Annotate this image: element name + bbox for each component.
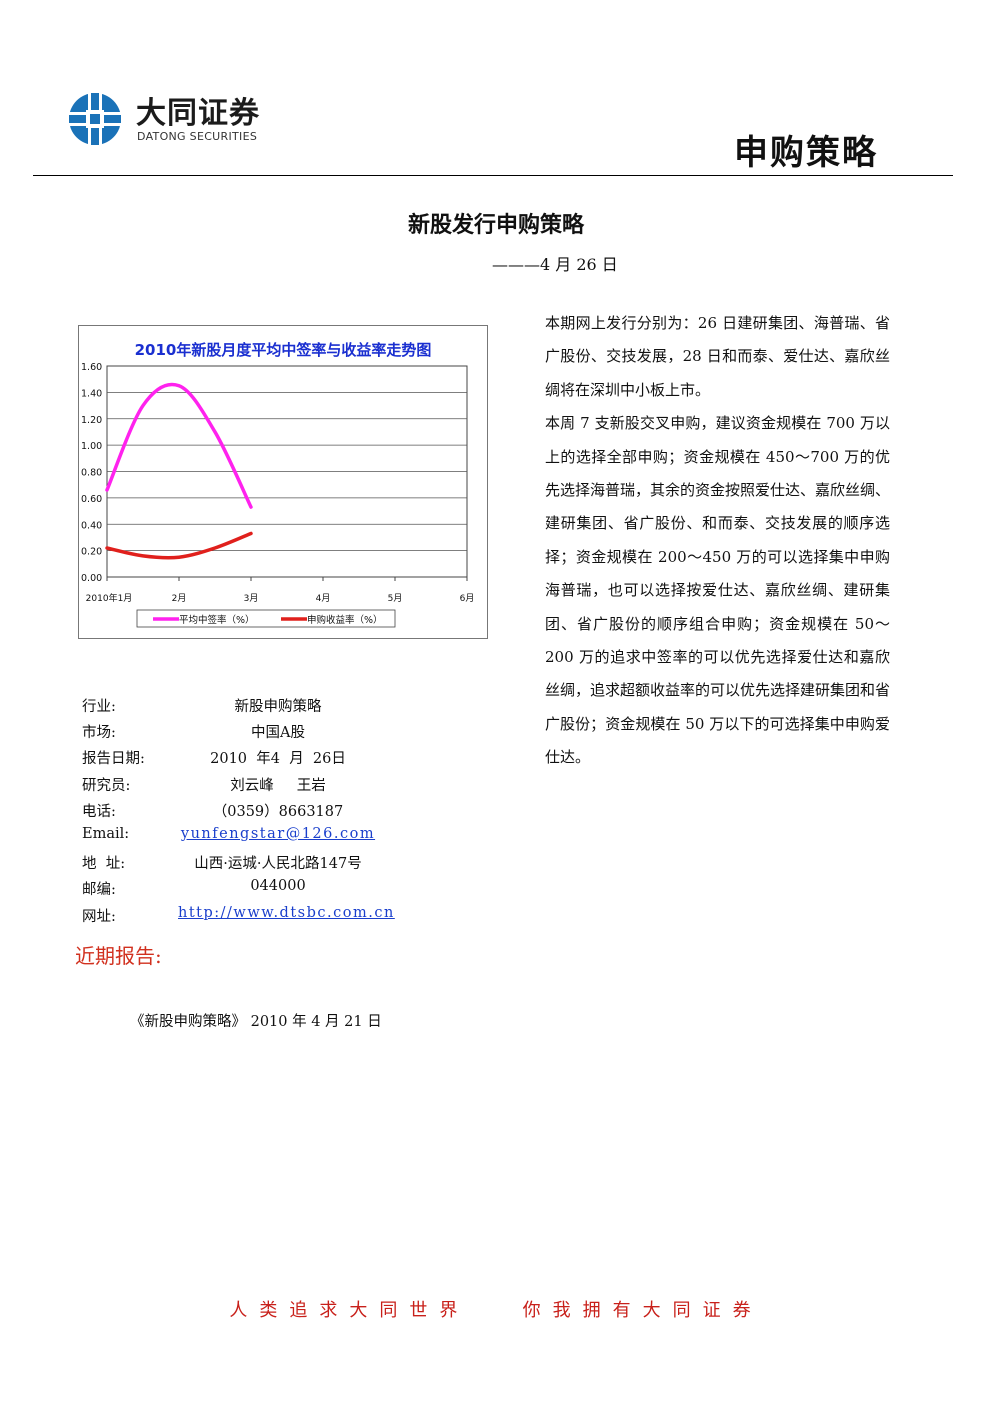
document-title: 新股发行申购策略 bbox=[407, 212, 584, 238]
logo-name-cn: 大同证券 bbox=[136, 96, 260, 131]
legend-label: 申购收益率（%） bbox=[307, 614, 383, 626]
footer-slogan: 人类追求大同世界 你我拥有大同证券 bbox=[229, 1300, 763, 1321]
info-value: 山西·运城·人民北路147号 bbox=[194, 856, 362, 873]
info-row-postcode: 邮编: 044000 bbox=[82, 875, 402, 901]
info-label: 电话: bbox=[82, 803, 116, 820]
summary-text: 本期网上发行分别为：26 日建研集团、海普瑞、省广股份、交技发展，28 日和而泰… bbox=[545, 307, 890, 775]
y-tick-label: 0.40 bbox=[81, 520, 102, 531]
logo-mark-icon bbox=[66, 90, 124, 148]
y-tick-label: 1.00 bbox=[81, 441, 102, 452]
recent-reports-heading: 近期报告: bbox=[75, 944, 162, 968]
y-tick-label: 0.00 bbox=[81, 573, 102, 584]
x-tick-label: 2010年1月 bbox=[86, 592, 133, 604]
summary-paragraph-2: 本周 7 支新股交叉申购，建议资金规模在 700 万以上的选择全部申购；资金规模… bbox=[545, 414, 891, 767]
x-tick-label: 6月 bbox=[460, 593, 475, 604]
info-label: 邮编: bbox=[82, 882, 116, 899]
info-label: 报告日期: bbox=[82, 751, 145, 768]
header-title: 申购策略 bbox=[734, 133, 878, 173]
x-tick-label: 5月 bbox=[388, 593, 403, 604]
info-label: 行业: bbox=[82, 699, 116, 715]
summary-paragraph-1: 本期网上发行分别为：26 日建研集团、海普瑞、省广股份、交技发展，28 日和而泰… bbox=[545, 314, 890, 399]
info-row-researcher: 研究员: 刘云峰 王岩 bbox=[82, 771, 402, 797]
info-row-market: 市场: 中国A股 bbox=[82, 718, 402, 744]
y-tick-label: 0.20 bbox=[81, 547, 102, 558]
info-label: Email: bbox=[82, 825, 130, 842]
header-divider bbox=[33, 175, 953, 176]
legend-label: 平均中签率（%） bbox=[179, 614, 255, 626]
report-info: 行业: 新股申购策略 市场: 中国A股 报告日期: 2010 年4 月 26日 … bbox=[82, 692, 402, 928]
info-row-industry: 行业: 新股申购策略 bbox=[82, 692, 402, 718]
info-label: 研究员: bbox=[82, 777, 131, 794]
info-row-phone: 电话: （0359）8663187 bbox=[82, 797, 402, 823]
info-label: 地 址: bbox=[82, 856, 126, 873]
website-link[interactable]: http://www.dtsbc.com.cn bbox=[178, 904, 395, 921]
chart-frame: 2010年新股月度平均中签率与收益率走势图 1.60 1.40 1.20 1.00 0.8… bbox=[78, 325, 488, 639]
recent-report-item[interactable]: 《新股申购策略》 2010 年 4 月 21 日 bbox=[130, 1014, 382, 1030]
info-row-website: 网址: http://www.dtsbc.com.cn bbox=[82, 902, 402, 928]
info-value: 中国A股 bbox=[251, 725, 305, 742]
y-tick-label: 1.60 bbox=[81, 362, 102, 373]
y-tick-label: 0.80 bbox=[81, 468, 102, 479]
line-chart: 2010年新股月度平均中签率与收益率走势图 1.60 1.40 1.20 1.00 0.8… bbox=[81, 341, 475, 628]
info-label: 网址: bbox=[82, 908, 116, 925]
y-tick-label: 1.20 bbox=[81, 415, 102, 426]
y-tick-label: 0.60 bbox=[81, 494, 102, 505]
company-logo: 大同证券 DATONG SECURITIES bbox=[64, 88, 284, 150]
info-value: 刘云峰 王岩 bbox=[230, 777, 326, 794]
x-tick-label: 2月 bbox=[172, 593, 187, 604]
series-line-2 bbox=[105, 531, 253, 560]
x-tick-label: 4月 bbox=[316, 593, 331, 604]
logo-name-en: DATONG SECURITIES bbox=[137, 130, 258, 143]
y-tick-label: 1.40 bbox=[81, 388, 102, 399]
legend-box bbox=[136, 609, 396, 628]
info-value: 044000 bbox=[250, 878, 306, 895]
series-line-1 bbox=[105, 382, 253, 509]
info-value: （0359）8663187 bbox=[212, 803, 344, 820]
info-value: 2010 年4 月 26日 bbox=[210, 751, 346, 768]
info-value: 新股申购策略 bbox=[234, 699, 322, 715]
info-row-report-date: 报告日期: 2010 年4 月 26日 bbox=[82, 744, 402, 770]
x-tick-label: 3月 bbox=[244, 593, 259, 604]
info-row-email: Email: yunfengstar@126.com bbox=[82, 823, 402, 849]
info-row-address: 地 址: 山西·运城·人民北路147号 bbox=[82, 849, 402, 875]
chart-title: 2010年新股月度平均中签率与收益率走势图 bbox=[135, 341, 432, 359]
email-link[interactable]: yunfengstar@126.com bbox=[180, 825, 376, 842]
document-date: ———4 月 26 日 bbox=[492, 255, 618, 274]
info-label: 市场: bbox=[82, 725, 116, 742]
